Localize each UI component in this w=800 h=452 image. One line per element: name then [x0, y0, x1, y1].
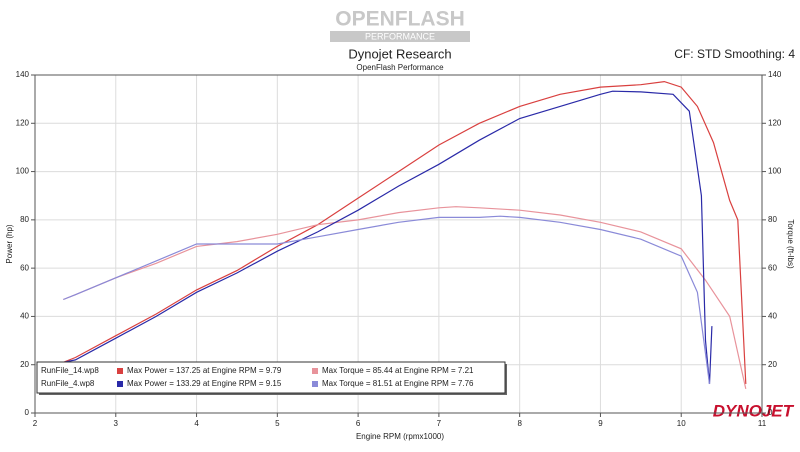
- legend-swatch: [117, 368, 123, 374]
- legend-swatch: [117, 381, 123, 387]
- x-tick-label: 10: [677, 419, 686, 428]
- y-tick-label: 20: [20, 360, 29, 369]
- x-tick-label: 5: [275, 419, 280, 428]
- y-tick-label: 0: [25, 408, 30, 417]
- y-tick-label: 140: [16, 70, 30, 79]
- series-line: [63, 215, 711, 385]
- y-tick-label: 120: [16, 118, 30, 127]
- y2-axis-label: Torque (ft-lbs): [786, 219, 795, 269]
- chart-title: Dynojet Research: [348, 46, 451, 61]
- legend-box: [36, 361, 506, 394]
- x-tick-label: 7: [437, 419, 442, 428]
- x-tick-label: 11: [758, 419, 767, 428]
- y-tick-label: 40: [20, 312, 29, 321]
- legend-run: RunFile_4.wp8: [41, 379, 95, 388]
- y2-tick-label: 140: [768, 70, 782, 79]
- brand: DYNOJET: [713, 401, 795, 420]
- x-tick-label: 8: [517, 419, 522, 428]
- y2-tick-label: 60: [768, 263, 777, 272]
- note: CF: STD Smoothing: 4: [674, 47, 795, 61]
- series-line: [63, 206, 747, 390]
- y2-tick-label: 40: [768, 312, 777, 321]
- y2-tick-label: 0: [768, 408, 773, 417]
- x-tick-label: 6: [356, 419, 361, 428]
- y2-tick-label: 80: [768, 215, 777, 224]
- y2-tick-label: 20: [768, 360, 777, 369]
- plot-frame: [34, 74, 763, 414]
- series-line: [63, 80, 747, 385]
- legend-run: RunFile_14.wp8: [41, 366, 99, 375]
- y2-tick-label: 100: [768, 167, 782, 176]
- legend-label: Max Torque = 85.44 at Engine RPM = 7.21: [322, 366, 474, 375]
- y-axis-label: Power (hp): [5, 224, 14, 263]
- legend-label: Max Power = 137.25 at Engine RPM = 9.79: [127, 366, 282, 375]
- x-tick-label: 2: [33, 419, 38, 428]
- logo: OPENFLASH: [335, 8, 465, 31]
- logo-sub: PERFORMANCE: [365, 31, 435, 41]
- logo-band: [330, 31, 470, 42]
- x-tick-label: 4: [194, 419, 199, 428]
- chart-subtitle: OpenFlash Performance: [356, 63, 444, 72]
- x-axis-label: Engine RPM (rpmx1000): [356, 432, 444, 441]
- x-tick-label: 3: [114, 419, 119, 428]
- x-tick-label: 9: [598, 419, 603, 428]
- legend-label: Max Torque = 81.51 at Engine RPM = 7.76: [322, 379, 474, 388]
- y2-tick-label: 120: [768, 118, 782, 127]
- legend-swatch: [312, 368, 318, 374]
- y-tick-label: 100: [16, 167, 30, 176]
- y-tick-label: 80: [20, 215, 29, 224]
- legend-label: Max Power = 133.29 at Engine RPM = 9.15: [127, 379, 282, 388]
- y-tick-label: 60: [20, 263, 29, 272]
- series-line: [63, 90, 713, 385]
- legend-swatch: [312, 381, 318, 387]
